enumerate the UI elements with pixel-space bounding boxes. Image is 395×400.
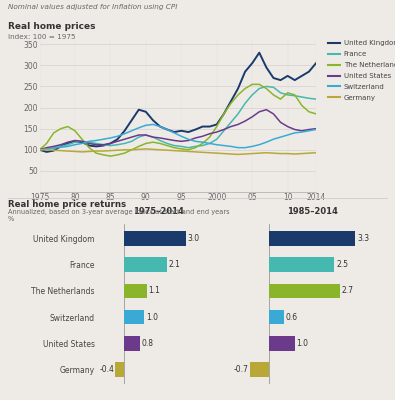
Bar	[269, 258, 335, 272]
Text: Annualized, based on 3-year average index at start and end years: Annualized, based on 3-year average inde…	[8, 209, 229, 215]
Bar	[269, 336, 295, 350]
Bar	[250, 362, 269, 377]
Bar	[269, 284, 340, 298]
Bar	[124, 258, 167, 272]
Legend: United Kingdom, France, The Netherlands, United States, Switzerland, Germany: United Kingdom, France, The Netherlands,…	[328, 40, 395, 101]
Text: Real home price returns: Real home price returns	[8, 200, 126, 209]
Text: 1.1: 1.1	[148, 286, 160, 295]
Bar	[269, 231, 356, 246]
Text: 2.5: 2.5	[336, 260, 348, 269]
Text: 3.3: 3.3	[357, 234, 369, 243]
Text: 3.0: 3.0	[187, 234, 199, 243]
Text: %: %	[8, 216, 14, 222]
Text: 1985–2014: 1985–2014	[287, 207, 337, 216]
Bar	[124, 310, 145, 324]
Bar	[124, 336, 140, 350]
Text: 1.0: 1.0	[297, 339, 308, 348]
Text: Real home prices: Real home prices	[8, 22, 96, 31]
Bar	[124, 284, 147, 298]
Text: 2.1: 2.1	[169, 260, 181, 269]
Text: 0.8: 0.8	[141, 339, 154, 348]
Text: 2.7: 2.7	[341, 286, 353, 295]
Text: -0.4: -0.4	[99, 365, 114, 374]
Bar	[124, 231, 186, 246]
Text: 1975–2014: 1975–2014	[133, 207, 183, 216]
Text: Nominal values adjusted for Inflation using CPI: Nominal values adjusted for Inflation us…	[8, 4, 177, 10]
Text: Index: 100 = 1975: Index: 100 = 1975	[8, 34, 75, 40]
Text: 1.0: 1.0	[146, 313, 158, 322]
Bar	[115, 362, 124, 377]
Bar	[269, 310, 284, 324]
Text: 0.6: 0.6	[286, 313, 298, 322]
Text: -0.7: -0.7	[234, 365, 248, 374]
